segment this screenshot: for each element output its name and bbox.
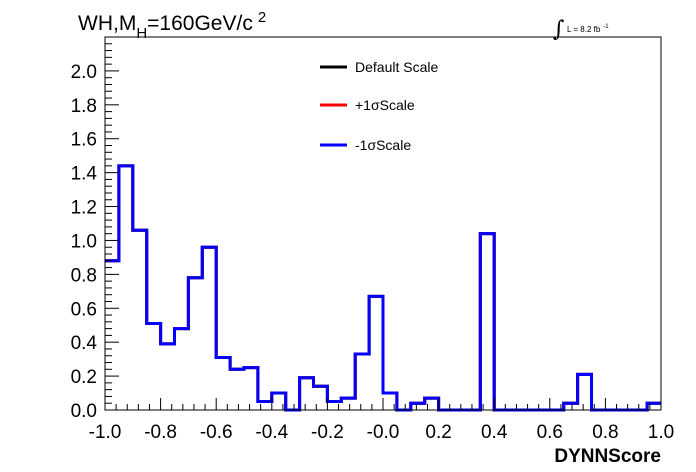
luminosity-annotation: ∫ L = 8.2 fb -1 [553,17,609,42]
luminosity-text: L = 8.2 fb [567,25,601,34]
x-tick-label: -0.0 [367,422,400,443]
chart-title-tail: =160GeV/c [147,12,253,35]
legend: Default Scale +1σScale -1σScale [320,59,438,153]
y-tick-label: 0.2 [71,367,97,388]
y-tick-label: 0.8 [71,265,97,286]
y-tick-label: 2.0 [71,62,97,83]
x-axis: -1.0 -0.8 -0.6 -0.4 -0.2 -0.0 0.2 0.4 0.6 0.8 1.0 [89,398,674,443]
legend-label-default-scale: Default Scale [355,59,438,75]
legend-item-default-scale: Default Scale [320,59,438,75]
legend-item-minus-sigma-scale: -1σScale [320,137,411,153]
chart-title-subscript: H [136,25,147,42]
y-tick-label: 0.0 [71,401,97,422]
x-tick-label: -0.8 [144,422,177,443]
chart-title: WH,MH=160GeV/c 2 [78,9,266,42]
integral-symbol: ∫ [553,17,565,42]
y-tick-label: 1.8 [71,96,97,117]
x-tick-label: 0.4 [481,422,508,443]
y-tick-label: 1.2 [71,198,97,219]
x-tick-label: -0.4 [255,422,288,443]
x-tick-label: -1.0 [89,422,122,443]
y-tick-label: 1.6 [71,130,97,151]
y-tick-label: 0.4 [71,333,98,354]
x-axis-label: DYNNScore [554,446,661,467]
x-tick-label: 0.8 [592,422,618,443]
legend-label-plus-sigma-scale: +1σScale [355,97,415,113]
y-axis: 0.0 0.2 0.4 0.6 0.8 1.0 1.2 1.4 1.6 1.8 2.0 [71,36,119,422]
chart-title-superscript: 2 [258,9,266,26]
x-tick-label: -0.6 [200,422,233,443]
legend-item-plus-sigma-scale: +1σScale [320,97,415,113]
legend-label-minus-sigma-scale: -1σScale [355,137,411,153]
luminosity-label: L = 8.2 fb -1 [567,24,609,34]
chart-title-main: WH,M [78,12,136,35]
y-tick-label: 1.4 [71,164,98,185]
x-tick-label: 1.0 [648,422,674,443]
y-tick-label: 0.6 [71,299,97,320]
luminosity-superscript: -1 [603,24,609,30]
x-tick-label: 0.6 [537,422,563,443]
x-tick-label: -0.2 [311,422,344,443]
x-tick-label: 0.2 [425,422,451,443]
y-tick-label: 1.0 [71,231,97,252]
